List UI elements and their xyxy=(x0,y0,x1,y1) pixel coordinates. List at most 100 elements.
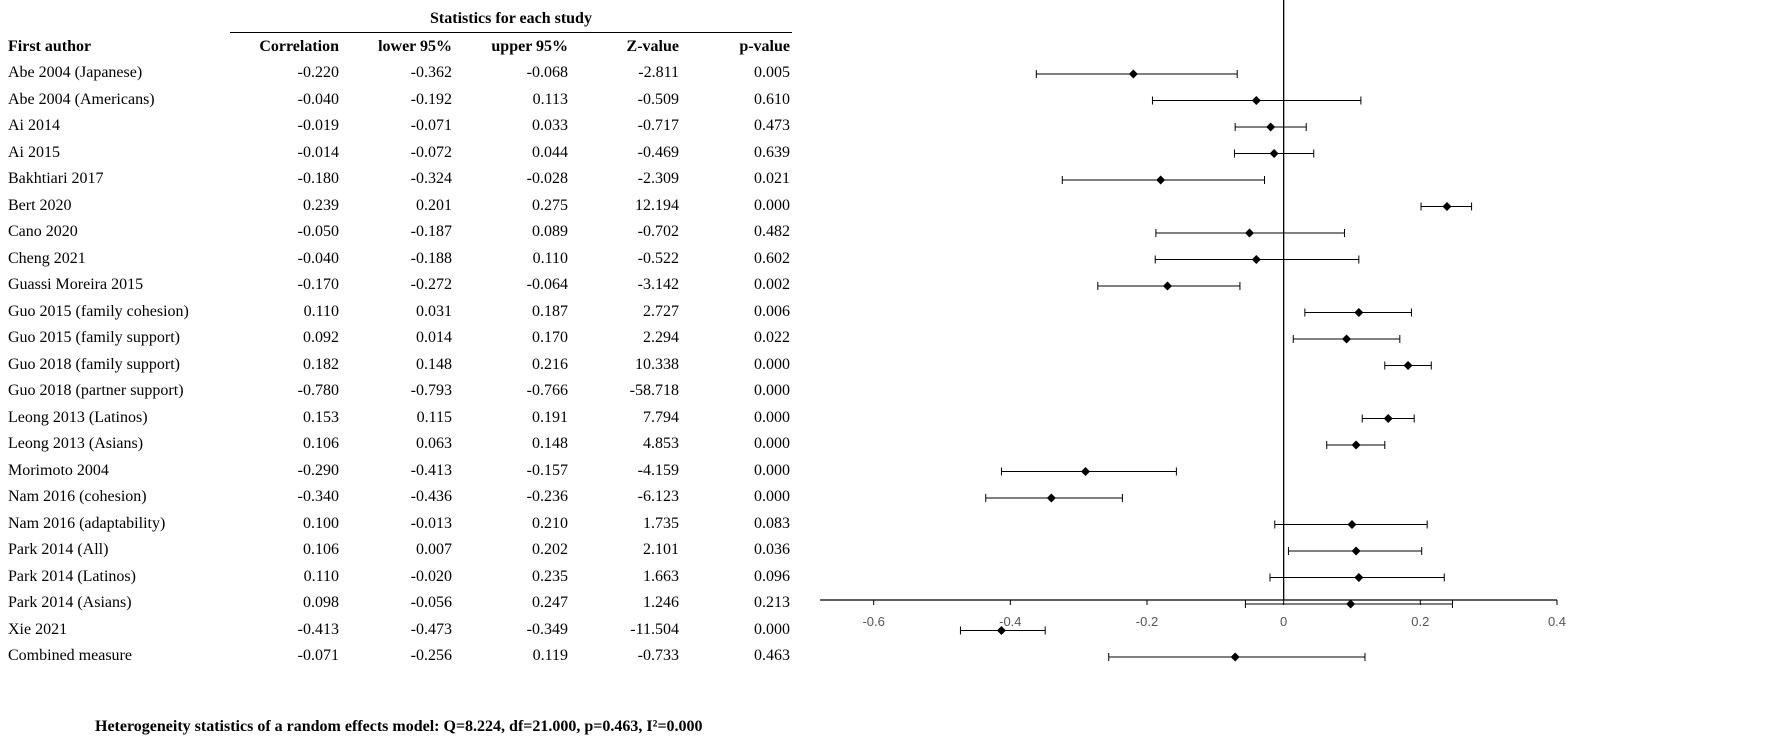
row-17-p-value: 0.083 xyxy=(754,514,790,532)
row-17-upper-95: 0.210 xyxy=(532,514,568,532)
row-5-first-author: Bert 2020 xyxy=(8,196,72,214)
row-10-lower-95: 0.014 xyxy=(416,329,452,346)
row-8-upper-95: -0.064 xyxy=(526,276,568,293)
row-5-upper-95: 0.275 xyxy=(532,196,568,214)
row-17-z-value: 1.735 xyxy=(643,514,679,532)
row-21-lower-95: -0.473 xyxy=(410,620,452,638)
row-8-correlation: -0.170 xyxy=(297,276,339,293)
column-header-z-value: Z-value xyxy=(626,38,679,55)
row-3-correlation: -0.014 xyxy=(297,143,339,161)
row-10-first-author: Guo 2015 (family support) xyxy=(8,329,180,346)
estimate-marker-4 xyxy=(1156,175,1166,185)
estimate-marker-7 xyxy=(1251,255,1261,264)
row-21-z-value: -11.504 xyxy=(630,620,679,638)
row-16-upper-95: -0.236 xyxy=(526,488,568,505)
row-4-z-value: -2.309 xyxy=(637,170,679,187)
row-7-z-value: -0.522 xyxy=(637,249,679,267)
estimate-marker-8 xyxy=(1163,281,1172,291)
row-11-lower-95: 0.148 xyxy=(416,355,452,373)
forest-plot: -0.8-0.6-0.4-0.200.20.4 xyxy=(820,0,1566,662)
estimate-marker-17 xyxy=(1347,520,1357,529)
row-5-p-value: 0.000 xyxy=(754,196,790,214)
estimate-marker-14 xyxy=(1351,440,1361,450)
row-9-z-value: 2.727 xyxy=(643,302,679,320)
row-13-correlation: 0.153 xyxy=(303,408,339,426)
row-7-lower-95: -0.188 xyxy=(410,249,452,267)
row-11-z-value: 10.338 xyxy=(635,355,679,373)
row-7-p-value: 0.602 xyxy=(754,249,790,267)
row-0-z-value: -2.811 xyxy=(638,64,679,81)
row-18-first-author: Park 2014 (All) xyxy=(8,541,109,558)
row-4-first-author: Bakhtiari 2017 xyxy=(8,170,104,187)
row-18-correlation: 0.106 xyxy=(303,541,339,558)
estimate-marker-9 xyxy=(1354,308,1364,317)
column-header-first-author: First author xyxy=(8,38,92,55)
row-4-lower-95: -0.324 xyxy=(410,170,452,187)
row-10-upper-95: 0.170 xyxy=(532,329,568,346)
row-14-z-value: 4.853 xyxy=(643,435,679,452)
estimate-marker-1 xyxy=(1251,96,1261,105)
estimate-marker-16 xyxy=(1046,493,1056,503)
row-18-upper-95: 0.202 xyxy=(532,541,568,558)
x-tick-label-3: -0.2 xyxy=(1136,614,1158,629)
row-3-lower-95: -0.072 xyxy=(410,143,452,161)
x-tick-label-1: -0.6 xyxy=(862,614,884,629)
row-9-first-author: Guo 2015 (family cohesion) xyxy=(8,302,189,320)
row-0-upper-95: -0.068 xyxy=(526,64,568,81)
estimate-marker-5 xyxy=(1442,202,1452,211)
heterogeneity-footer: Heterogeneity statistics of a random eff… xyxy=(95,718,703,735)
row-0-p-value: 0.005 xyxy=(754,64,790,81)
row-12-lower-95: -0.793 xyxy=(410,382,452,399)
row-20-first-author: Park 2014 (Asians) xyxy=(8,594,132,611)
row-2-first-author: Ai 2014 xyxy=(8,117,60,134)
row-9-lower-95: 0.031 xyxy=(416,302,452,320)
row-20-lower-95: -0.056 xyxy=(410,594,452,611)
row-1-lower-95: -0.192 xyxy=(410,90,452,108)
estimate-marker-3 xyxy=(1269,149,1279,158)
row-8-p-value: 0.002 xyxy=(754,276,790,293)
estimate-marker-2 xyxy=(1266,122,1276,132)
row-18-lower-95: 0.007 xyxy=(416,541,452,558)
row-7-correlation: -0.040 xyxy=(297,249,339,267)
row-15-z-value: -4.159 xyxy=(637,461,679,479)
row-11-upper-95: 0.216 xyxy=(532,355,568,373)
row-22-first-author: Combined measure xyxy=(8,647,132,664)
row-19-first-author: Park 2014 (Latinos) xyxy=(8,567,136,585)
row-22-z-value: -0.733 xyxy=(637,647,679,664)
row-10-z-value: 2.294 xyxy=(643,329,679,346)
estimate-marker-13 xyxy=(1383,414,1393,423)
row-1-correlation: -0.040 xyxy=(297,90,339,108)
row-19-z-value: 1.663 xyxy=(643,567,679,585)
row-16-lower-95: -0.436 xyxy=(410,488,452,505)
row-5-correlation: 0.239 xyxy=(303,196,339,214)
row-17-first-author: Nam 2016 (adaptability) xyxy=(8,514,166,532)
row-8-first-author: Guassi Moreira 2015 xyxy=(8,276,144,293)
row-14-p-value: 0.000 xyxy=(754,435,790,452)
row-6-upper-95: 0.089 xyxy=(532,223,568,240)
row-1-upper-95: 0.113 xyxy=(532,90,568,108)
column-header-upper-95: upper 95% xyxy=(491,38,568,55)
row-21-upper-95: -0.349 xyxy=(526,620,568,638)
estimate-marker-19 xyxy=(1354,573,1364,582)
row-2-z-value: -0.717 xyxy=(637,117,679,134)
row-4-p-value: 0.021 xyxy=(754,170,790,187)
row-16-correlation: -0.340 xyxy=(297,488,339,505)
row-0-first-author: Abe 2004 (Japanese) xyxy=(8,64,143,81)
row-21-correlation: -0.413 xyxy=(297,620,339,638)
row-5-z-value: 12.194 xyxy=(635,196,679,214)
row-12-correlation: -0.780 xyxy=(297,382,339,399)
row-7-upper-95: 0.110 xyxy=(532,249,568,267)
row-15-first-author: Morimoto 2004 xyxy=(8,461,109,479)
row-15-upper-95: -0.157 xyxy=(526,461,568,479)
row-11-p-value: 0.000 xyxy=(754,355,790,373)
estimate-marker-10 xyxy=(1342,334,1352,344)
row-9-correlation: 0.110 xyxy=(303,302,339,320)
row-12-p-value: 0.000 xyxy=(754,382,790,399)
row-13-first-author: Leong 2013 (Latinos) xyxy=(8,408,148,426)
row-22-correlation: -0.071 xyxy=(297,647,339,664)
row-15-p-value: 0.000 xyxy=(754,461,790,479)
row-1-p-value: 0.610 xyxy=(754,90,790,108)
x-tick-label-4: 0 xyxy=(1280,614,1287,629)
row-14-lower-95: 0.063 xyxy=(416,435,452,452)
